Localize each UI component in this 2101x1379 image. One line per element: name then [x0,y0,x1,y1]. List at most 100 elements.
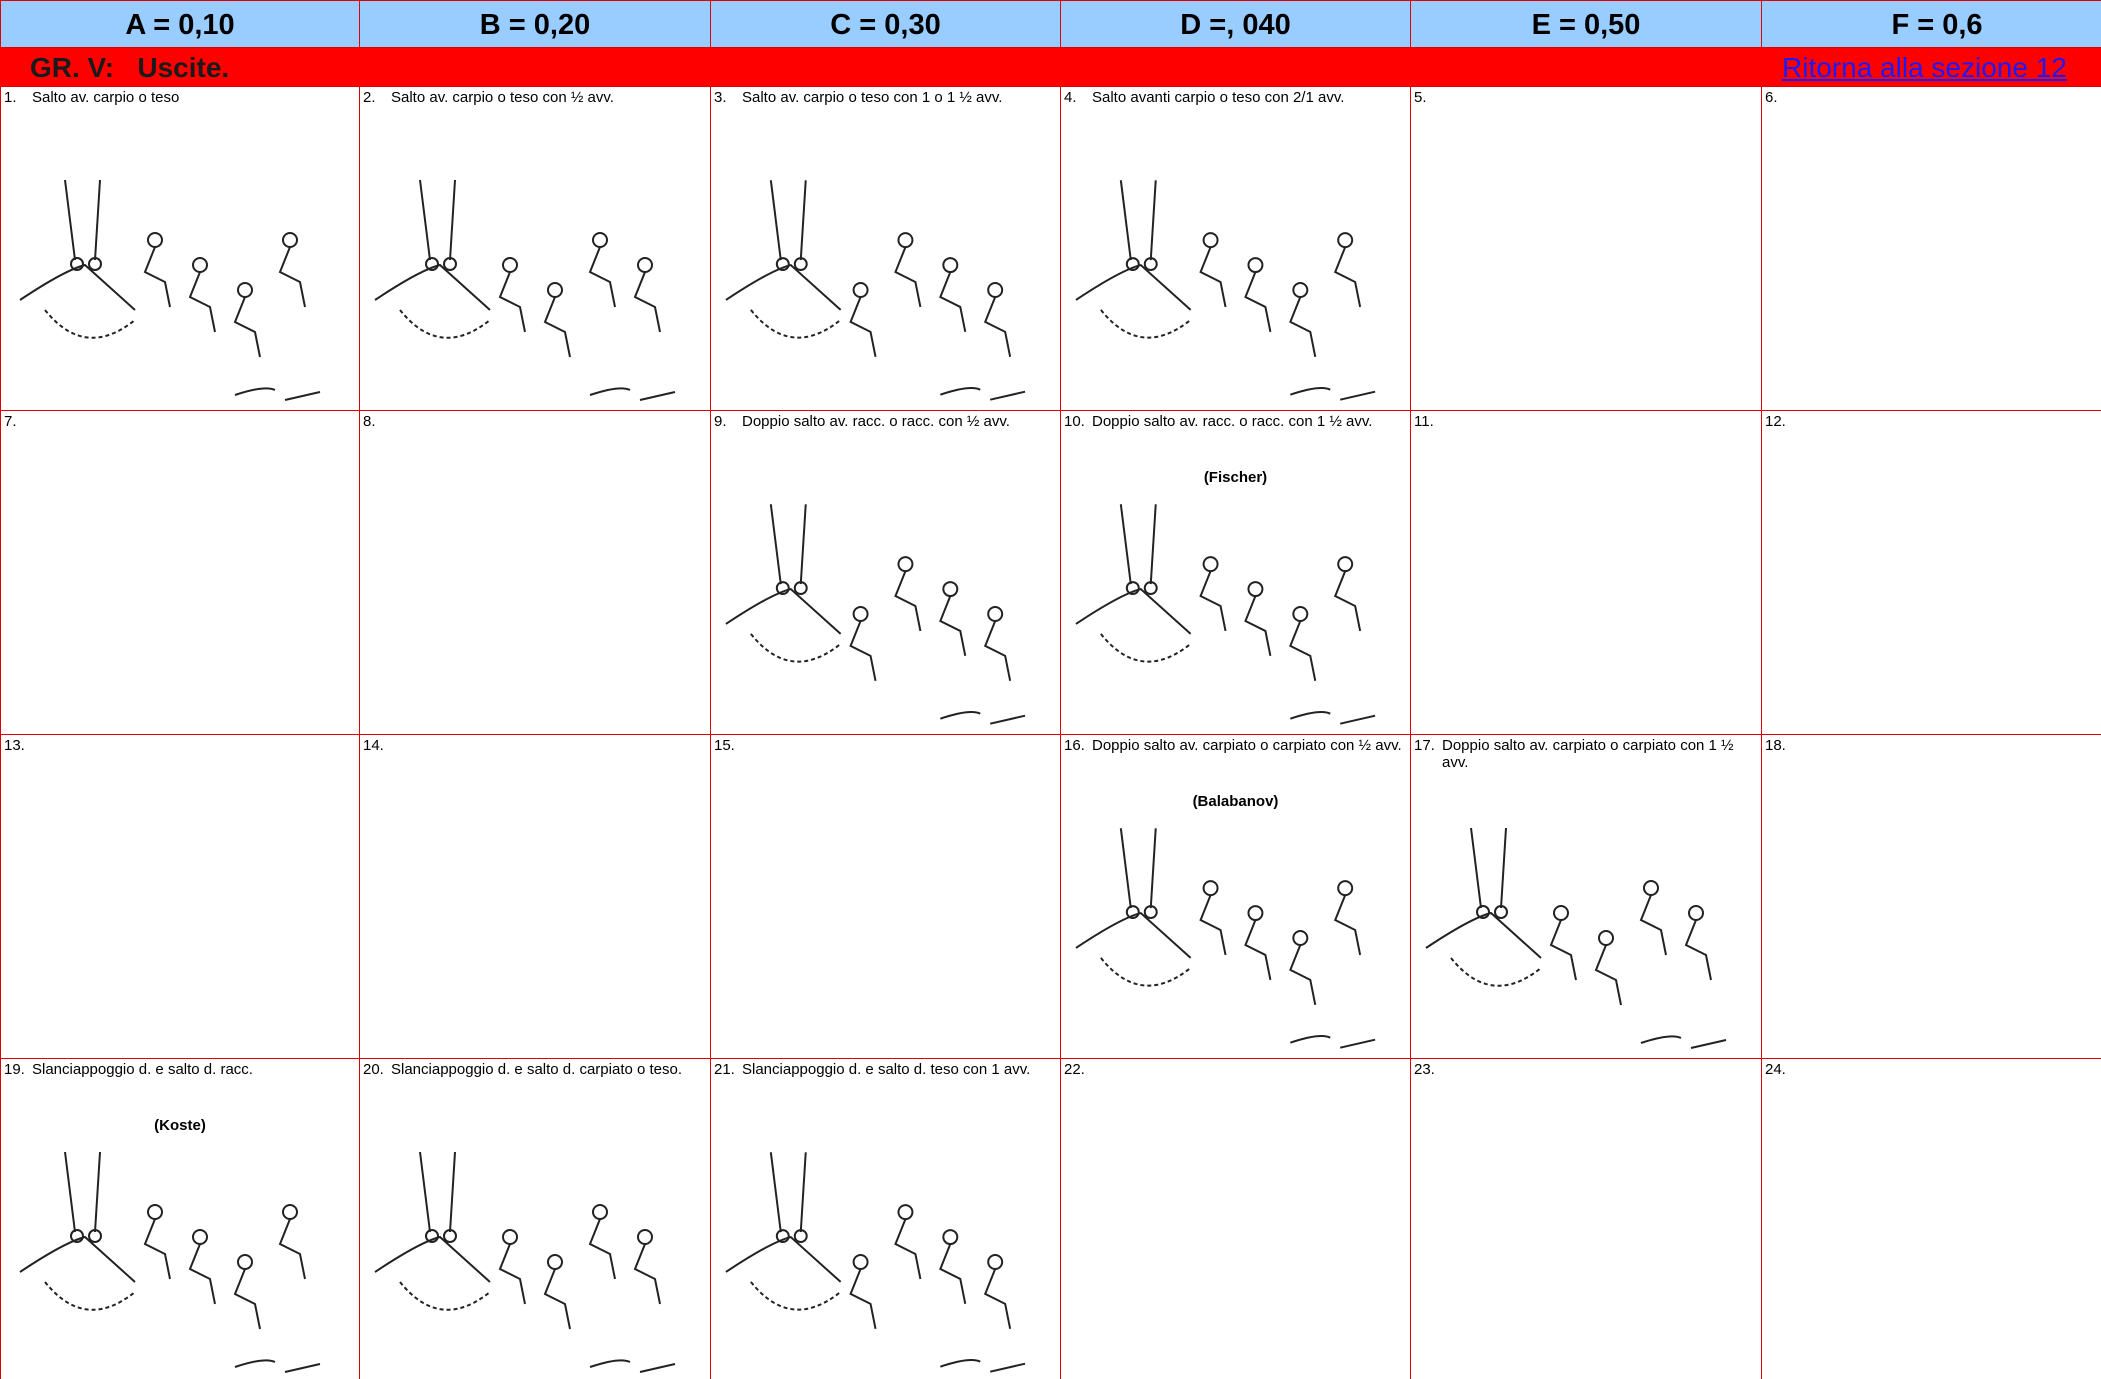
cell-text: 8. [363,413,706,430]
element-number: 14. [363,737,384,754]
exercise-illustration [1425,827,1727,1049]
cell-text: 1. Salto av. carpio o teso [4,89,355,106]
element-description: Doppio salto av. racc. o racc. con ½ avv… [742,413,1010,430]
exercise-illustration [725,504,1026,725]
element-description: Slanciappoggio d. e salto d. carpiato o … [391,1061,683,1078]
element-description: Slanciappoggio d. e salto d. teso con 1 … [742,1061,1031,1078]
element-number: 23. [1414,1061,1435,1078]
element-number: 16. [1064,737,1085,754]
exercise-illustration [725,180,1026,401]
cell: 4. Salto avanti carpio o teso con 2/1 avv… [1060,86,1411,411]
cell: 6. [1761,86,2101,411]
exercise-illustration [374,179,676,401]
cell-text: 15. [714,737,1056,754]
column-header: F = 0,6 [1761,0,2101,48]
cell-text: 14. [363,737,706,754]
cell-text: 18. [1765,737,2101,754]
cell: 22. [1060,1058,1411,1379]
element-name: (Fischer) [1203,469,1268,486]
cell: 10. Doppio salto av. racc. o racc. con 1 … [1060,410,1411,735]
cell-text: 23. [1414,1061,1757,1078]
cell: 20. Slanciappoggio d. e salto d. carpiato… [359,1058,711,1379]
section-title: GR. V: Uscite. [30,52,230,83]
element-description: Doppio salto av. carpiato o carpiato con… [1092,737,1402,754]
column-header: C = 0,30 [710,0,1061,48]
element-name: (Koste) [154,1117,206,1134]
column-header: B = 0,20 [359,0,711,48]
element-number: 3. [714,89,727,106]
cell-text: 9. Doppio salto av. racc. o racc. con ½ a… [714,413,1056,430]
cell: 21. Slanciappoggio d. e salto d. teso con… [710,1058,1061,1379]
cell: 24. [1761,1058,2101,1379]
element-number: 1. [4,89,17,106]
cell-text: 21. Slanciappoggio d. e salto d. teso con… [714,1061,1056,1078]
cell-text: 19. Slanciappoggio d. e salto d. racc. [4,1061,355,1078]
cell-text: 10. Doppio salto av. racc. o racc. con 1 … [1064,413,1406,430]
element-number: 18. [1765,737,1786,754]
cell: 11. [1410,410,1762,735]
element-number: 17. [1414,737,1435,754]
cell: 23. [1410,1058,1762,1379]
exercise-illustration [19,179,321,401]
section-banner: GR. V: Uscite. Ritorna alla sezione 12 [0,48,2101,86]
cell-text: 13. [4,737,355,754]
element-description: Doppio salto av. carpiato o carpiato con… [1442,737,1734,771]
element-number: 22. [1064,1061,1085,1078]
element-number: 24. [1765,1061,1786,1078]
element-number: 13. [4,737,25,754]
element-description: Salto av. carpio o teso con ½ avv. [391,89,614,106]
cell: 18. [1761,734,2101,1059]
element-description: Salto av. carpio o teso [32,89,180,106]
exercise-illustration [1075,180,1376,401]
cell-text: 22. [1064,1061,1406,1078]
element-description: Salto avanti carpio o teso con 2/1 avv. [1092,89,1345,106]
cell: 8. [359,410,711,735]
cell: 9. Doppio salto av. racc. o racc. con ½ a… [710,410,1061,735]
exercise-illustration [1075,828,1376,1049]
cell-text: 2. Salto av. carpio o teso con ½ avv. [363,89,706,106]
cell-text: 5. [1414,89,1757,106]
cell: 15. [710,734,1061,1059]
cell-text: 12. [1765,413,2101,430]
exercise-illustration [374,1151,676,1373]
cell-text: 6. [1765,89,2101,106]
cell-text: 17. Doppio salto av. carpiato o carpiato … [1414,737,1757,771]
column-header: D =, 040 [1060,0,1411,48]
element-number: 12. [1765,413,1786,430]
element-description: Salto av. carpio o teso con 1 o 1 ½ avv. [742,89,1003,106]
element-number: 5. [1414,89,1427,106]
cell-text: 7. [4,413,355,430]
element-number: 9. [714,413,727,430]
cell: 7. [0,410,360,735]
element-number: 4. [1064,89,1077,106]
exercise-illustration [725,1152,1026,1373]
exercise-illustration [19,1151,321,1373]
element-number: 15. [714,737,735,754]
element-number: 21. [714,1061,735,1078]
element-description: Doppio salto av. racc. o racc. con 1 ½ a… [1092,413,1373,430]
element-number: 20. [363,1061,384,1078]
back-link[interactable]: Ritorna alla sezione 12 [1782,52,2067,83]
cell-text: 11. [1414,413,1757,430]
element-number: 19. [4,1061,25,1078]
element-description: Slanciappoggio d. e salto d. racc. [32,1061,253,1078]
element-number: 8. [363,413,376,430]
cell-text: 4. Salto avanti carpio o teso con 2/1 avv… [1064,89,1406,106]
cell: 19. Slanciappoggio d. e salto d. racc. (Ko… [0,1058,360,1379]
cell-text: 16. Doppio salto av. carpiato o carpiato … [1064,737,1406,754]
element-name: (Balabanov) [1192,793,1279,810]
cell: 17. Doppio salto av. carpiato o carpiato … [1410,734,1762,1059]
column-header: E = 0,50 [1410,0,1762,48]
cell: 16. Doppio salto av. carpiato o carpiato … [1060,734,1411,1059]
element-number: 6. [1765,89,1778,106]
cell: 2. Salto av. carpio o teso con ½ avv. [359,86,711,411]
element-number: 7. [4,413,17,430]
element-number: 11. [1414,413,1434,430]
element-number: 2. [363,89,376,106]
cell: 5. [1410,86,1762,411]
cell-text: 20. Slanciappoggio d. e salto d. carpiato… [363,1061,706,1078]
cell: 3. Salto av. carpio o teso con 1 o 1 ½ av… [710,86,1061,411]
column-header: A = 0,10 [0,0,360,48]
cell-text: 3. Salto av. carpio o teso con 1 o 1 ½ av… [714,89,1056,106]
